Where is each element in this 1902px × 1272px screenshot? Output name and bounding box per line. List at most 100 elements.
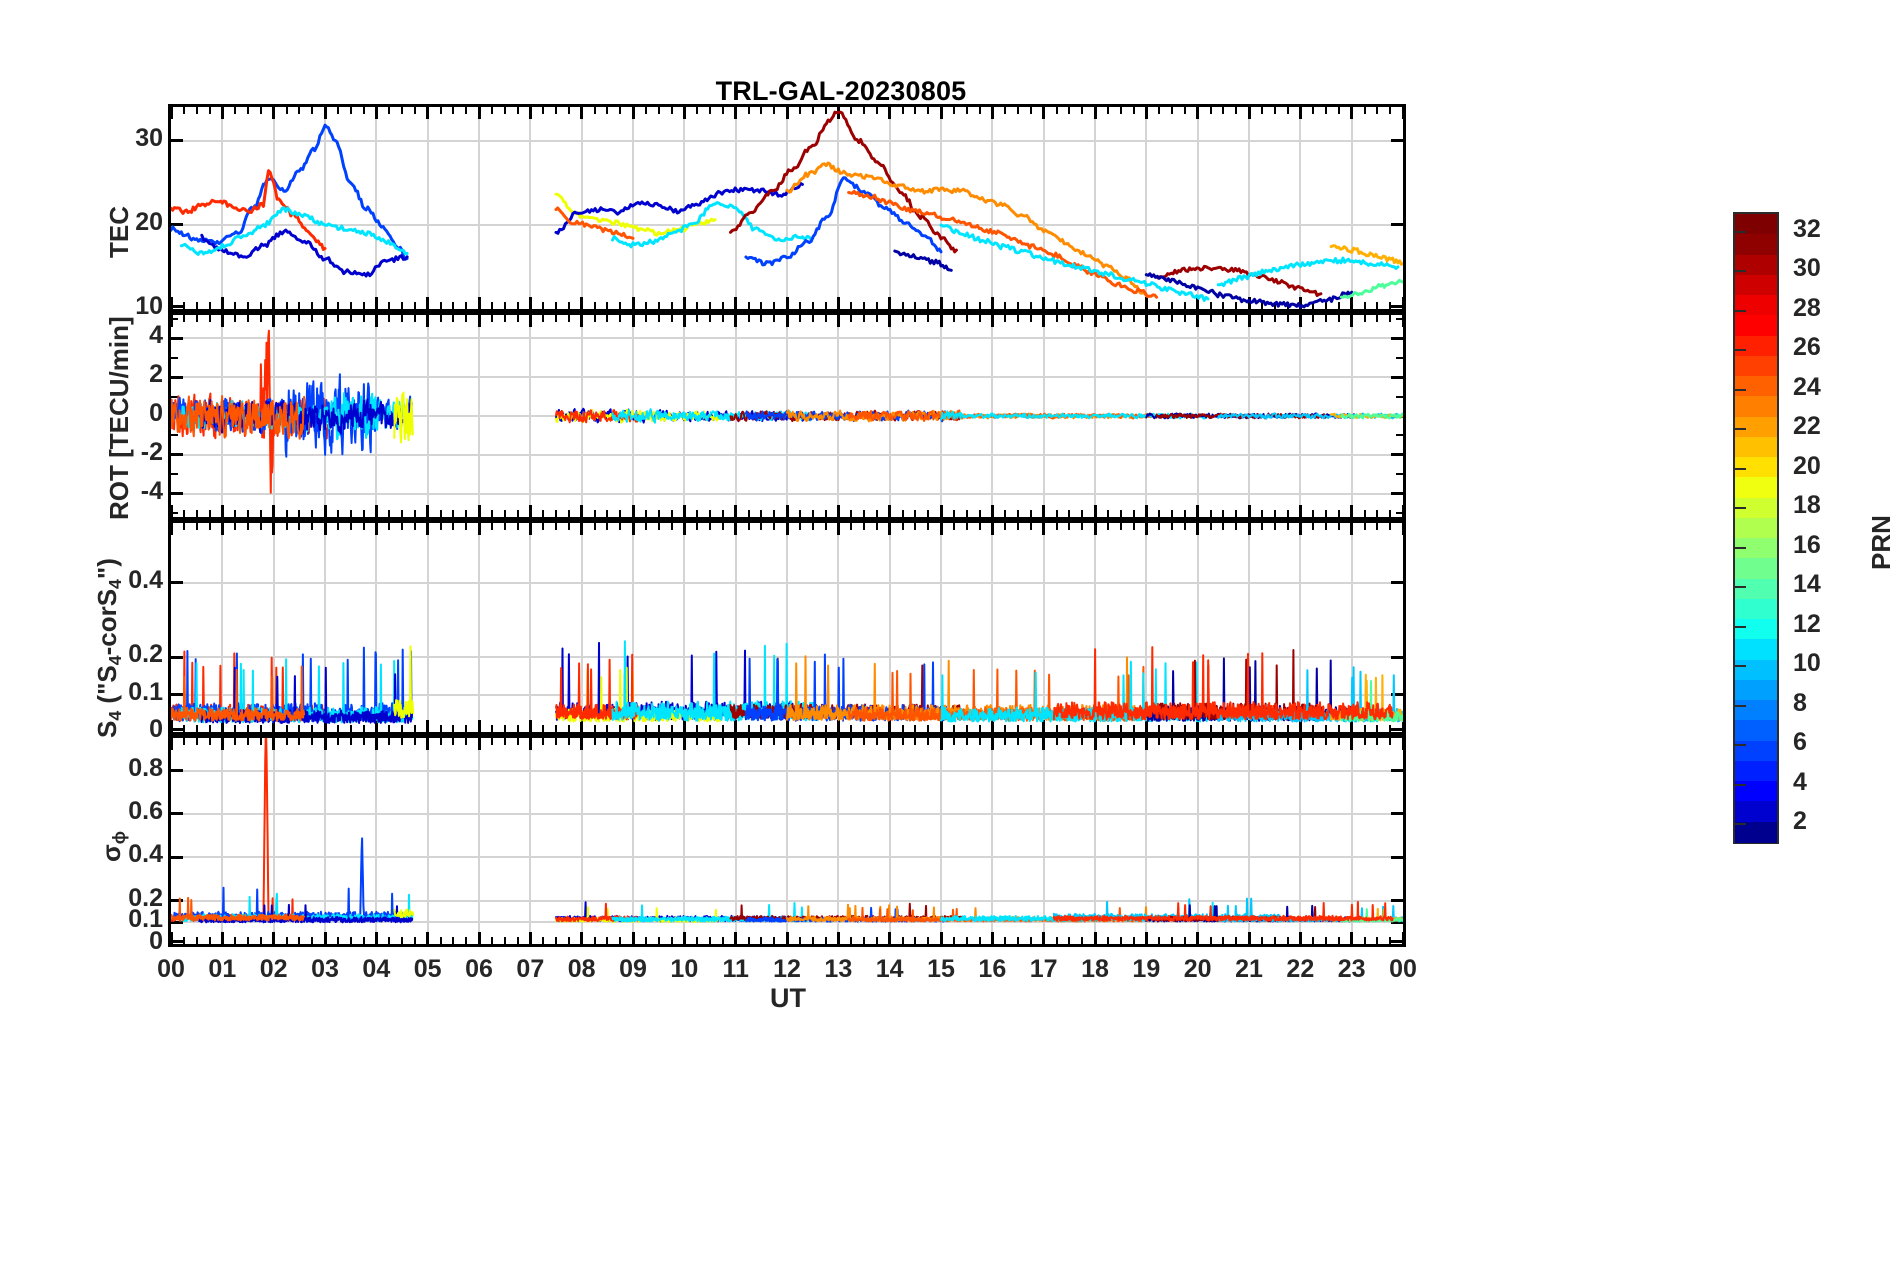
x-tick-label: 19 — [1132, 955, 1161, 983]
axis-tick-minor — [349, 302, 352, 309]
axis-tick-minor — [1119, 725, 1122, 732]
axis-tick-minor — [927, 523, 930, 530]
data-series-line — [555, 902, 639, 922]
axis-tick-minor — [798, 738, 801, 745]
axis-tick-minor — [978, 510, 981, 517]
axis-tick-major — [528, 932, 532, 944]
axis-tick-minor — [259, 302, 262, 309]
axis-tick-major — [734, 107, 738, 119]
axis-tick-minor — [1260, 738, 1263, 745]
axis-tick-major — [734, 315, 738, 327]
colorbar-segment — [1735, 781, 1777, 803]
axis-tick-major — [1247, 720, 1251, 732]
axis-tick-minor — [760, 510, 763, 517]
axis-tick-minor — [1312, 523, 1315, 530]
axis-tick-minor — [503, 937, 506, 944]
axis-tick-minor — [1183, 107, 1186, 114]
gridline-horizontal — [171, 856, 1403, 859]
gridline-horizontal — [171, 376, 1403, 379]
axis-tick-minor — [259, 937, 262, 944]
gridline-vertical — [1042, 523, 1045, 732]
axis-tick-major — [272, 297, 276, 309]
plot-area-s4 — [171, 523, 1403, 732]
gridline-vertical — [1248, 107, 1250, 309]
axis-tick-minor — [1235, 107, 1238, 114]
axis-tick-minor — [914, 738, 917, 745]
axis-tick-minor — [1119, 315, 1122, 322]
gridline-vertical — [837, 738, 840, 944]
plot-area-rot — [171, 315, 1403, 517]
colorbar-prn[interactable] — [1733, 212, 1779, 844]
axis-tick-minor — [1363, 937, 1366, 944]
colorbar-tick — [1735, 546, 1746, 549]
axis-tick-minor — [747, 107, 750, 114]
plot-area-sigma-phi — [171, 738, 1403, 944]
x-tick-label: 07 — [516, 955, 545, 983]
gridline-vertical — [1350, 107, 1353, 309]
axis-tick-minor — [644, 725, 647, 732]
axis-tick-minor — [1119, 738, 1122, 745]
axis-tick-major — [171, 932, 173, 944]
axis-tick-minor — [452, 937, 455, 944]
axis-tick-minor — [1132, 302, 1135, 309]
axis-tick-major — [580, 107, 584, 119]
axis-tick-minor — [567, 107, 570, 114]
axis-tick-minor — [773, 738, 776, 745]
gridline-vertical — [272, 523, 275, 732]
axis-tick-minor — [1273, 523, 1276, 530]
gridline-vertical — [375, 523, 378, 732]
axis-tick-major — [682, 505, 686, 517]
axis-tick-major — [1401, 523, 1403, 535]
axis-tick-minor — [952, 315, 955, 322]
axis-tick-minor — [1396, 473, 1403, 476]
axis-tick-minor — [1389, 315, 1392, 322]
axis-tick-major — [990, 720, 994, 732]
axis-tick-minor — [619, 107, 622, 114]
data-series-line — [171, 123, 409, 261]
axis-tick-major — [220, 315, 224, 327]
axis-tick-major — [682, 315, 686, 327]
axis-tick-major — [1093, 738, 1097, 750]
axis-tick-minor — [1171, 107, 1173, 114]
y-tick-label: 0.1 — [128, 905, 163, 934]
colorbar-tick-label: 10 — [1793, 649, 1821, 678]
axis-tick-minor — [901, 937, 904, 944]
data-series-line — [611, 640, 819, 722]
y-tick-label: 0.4 — [128, 565, 163, 594]
axis-tick-minor — [644, 510, 647, 517]
axis-tick-major — [426, 107, 430, 119]
axis-tick-minor — [747, 725, 750, 732]
axis-tick-minor — [1055, 937, 1058, 944]
colorbar-segment — [1735, 457, 1777, 479]
axis-tick-minor — [811, 725, 814, 732]
axis-tick-major — [171, 375, 183, 379]
axis-tick-major — [990, 738, 994, 750]
gridline-vertical — [1196, 523, 1199, 732]
axis-tick-minor — [567, 738, 570, 745]
data-series-line — [1052, 901, 1394, 922]
gridline-vertical — [580, 523, 583, 732]
axis-tick-minor — [773, 315, 776, 322]
axis-tick-minor — [1260, 302, 1263, 309]
axis-tick-minor — [657, 937, 660, 944]
axis-tick-minor — [952, 937, 955, 944]
axis-tick-major — [220, 738, 224, 750]
axis-tick-minor — [465, 725, 468, 732]
gridline-vertical — [375, 107, 378, 309]
axis-tick-major — [171, 505, 173, 517]
axis-tick-major — [1391, 655, 1403, 659]
colorbar-segment — [1735, 720, 1777, 742]
axis-tick-minor — [465, 510, 468, 517]
axis-tick-major — [990, 107, 994, 119]
x-tick-label: 18 — [1081, 955, 1109, 983]
axis-tick-minor — [195, 510, 198, 517]
gridline-vertical — [888, 738, 891, 944]
axis-tick-minor — [298, 725, 301, 732]
axis-tick-minor — [247, 510, 249, 517]
axis-tick-major — [374, 523, 378, 535]
axis-tick-major — [171, 920, 183, 924]
axis-tick-major — [1247, 932, 1251, 944]
axis-tick-minor — [401, 107, 403, 114]
axis-tick-major — [990, 932, 994, 944]
axis-tick-minor — [259, 107, 262, 114]
